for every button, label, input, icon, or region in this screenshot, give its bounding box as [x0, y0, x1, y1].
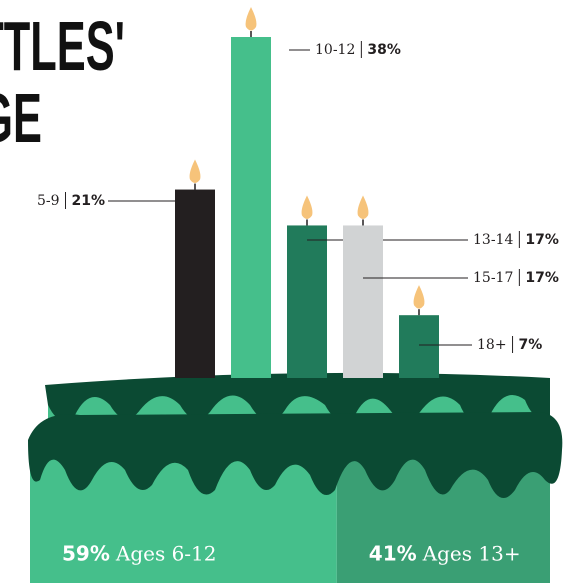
candle — [343, 225, 383, 378]
share-label: Ages 13+ — [422, 542, 521, 566]
category-label: 10-12 — [315, 42, 355, 58]
category-label: 18+ — [477, 337, 507, 353]
value-label: 17% — [525, 232, 559, 248]
category-label: 15-17 — [473, 270, 513, 286]
candle — [231, 37, 271, 378]
cake-top-icing — [45, 372, 550, 422]
chart-title: LITTLES' — [0, 7, 125, 85]
value-label: 17% — [525, 270, 559, 286]
share-value: 41% — [369, 542, 417, 566]
flame — [357, 195, 369, 219]
flame — [301, 195, 313, 219]
cake-bottom-icing — [28, 412, 563, 498]
flame — [413, 285, 425, 309]
share-value: 59% — [62, 542, 110, 566]
flame — [189, 159, 201, 184]
value-label: 21% — [71, 193, 105, 209]
chart-title: AGE — [0, 79, 42, 157]
candle — [175, 189, 215, 378]
share-label: Ages 6-12 — [115, 542, 217, 566]
category-label: 13-14 — [473, 232, 513, 248]
candle — [287, 225, 327, 378]
value-label: 38% — [367, 42, 401, 58]
candle — [399, 315, 439, 378]
value-label: 7% — [519, 337, 543, 353]
flame — [245, 7, 257, 31]
category-label: 5-9 — [37, 193, 60, 209]
